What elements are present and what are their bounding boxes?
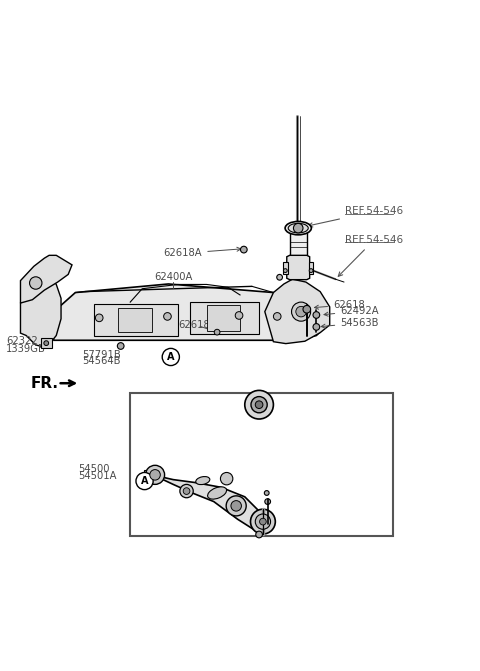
Polygon shape [149, 474, 268, 532]
Circle shape [264, 491, 269, 495]
Circle shape [256, 531, 263, 538]
Text: 54553A: 54553A [271, 482, 355, 495]
Bar [40, 338, 52, 348]
Circle shape [255, 514, 271, 529]
Text: 57791B: 57791B [83, 350, 121, 360]
Polygon shape [21, 272, 61, 348]
Circle shape [313, 323, 320, 330]
Text: 1339GB: 1339GB [6, 344, 46, 354]
Text: 55275A: 55275A [188, 492, 232, 505]
Circle shape [180, 484, 193, 498]
Text: 62618B: 62618B [178, 320, 216, 331]
Circle shape [274, 313, 281, 320]
Circle shape [136, 472, 153, 490]
Bar [289, 227, 307, 257]
Polygon shape [265, 279, 330, 344]
Circle shape [251, 397, 267, 413]
Text: 62400A: 62400A [154, 272, 192, 282]
Text: 62618A: 62618A [164, 247, 241, 258]
Circle shape [309, 268, 313, 272]
Bar [190, 302, 259, 334]
Circle shape [235, 311, 243, 319]
Bar [95, 305, 178, 336]
Text: REF.54-546: REF.54-546 [308, 207, 403, 227]
Circle shape [251, 509, 276, 534]
Circle shape [220, 472, 233, 485]
Ellipse shape [288, 223, 308, 233]
Circle shape [183, 488, 190, 495]
Circle shape [296, 307, 306, 317]
Text: A: A [167, 352, 175, 362]
Circle shape [277, 274, 282, 280]
Text: 54530C: 54530C [279, 513, 355, 523]
Circle shape [283, 268, 287, 272]
Ellipse shape [207, 487, 227, 499]
Bar [118, 308, 152, 332]
Circle shape [117, 343, 124, 350]
Text: 54584A: 54584A [276, 395, 355, 406]
Circle shape [96, 314, 103, 321]
Circle shape [291, 302, 311, 321]
Text: A: A [141, 476, 148, 486]
Circle shape [240, 246, 247, 253]
Bar [309, 262, 313, 274]
Text: 54520C: 54520C [148, 483, 187, 493]
Circle shape [293, 223, 303, 233]
Text: 54500: 54500 [78, 464, 109, 474]
Circle shape [162, 348, 180, 366]
Circle shape [214, 329, 220, 335]
Bar [144, 470, 152, 480]
Circle shape [164, 313, 171, 320]
Circle shape [245, 391, 274, 419]
Circle shape [255, 401, 263, 409]
Polygon shape [287, 256, 310, 280]
Circle shape [145, 465, 165, 484]
Bar [283, 262, 288, 274]
Text: 54559B: 54559B [263, 527, 355, 537]
Circle shape [44, 341, 48, 346]
Text: REF.54-546: REF.54-546 [338, 235, 403, 276]
Ellipse shape [196, 476, 210, 484]
Text: 62618: 62618 [314, 300, 365, 310]
Text: FR.: FR. [31, 376, 59, 391]
Bar [206, 305, 240, 331]
Circle shape [30, 277, 42, 289]
Circle shape [150, 470, 160, 480]
Text: 54564B: 54564B [83, 356, 121, 366]
Text: 62322: 62322 [6, 336, 38, 346]
Polygon shape [49, 284, 326, 340]
Text: 54563B: 54563B [321, 318, 379, 328]
Bar [130, 393, 393, 536]
Circle shape [226, 496, 246, 516]
Circle shape [231, 501, 241, 511]
Circle shape [313, 311, 320, 318]
Text: 54519B: 54519B [272, 494, 355, 503]
Text: 54501A: 54501A [78, 471, 116, 481]
Polygon shape [21, 256, 72, 303]
Circle shape [303, 305, 311, 313]
Circle shape [260, 518, 266, 525]
Text: 62492A: 62492A [324, 306, 379, 316]
Circle shape [265, 499, 271, 505]
Ellipse shape [285, 221, 312, 235]
